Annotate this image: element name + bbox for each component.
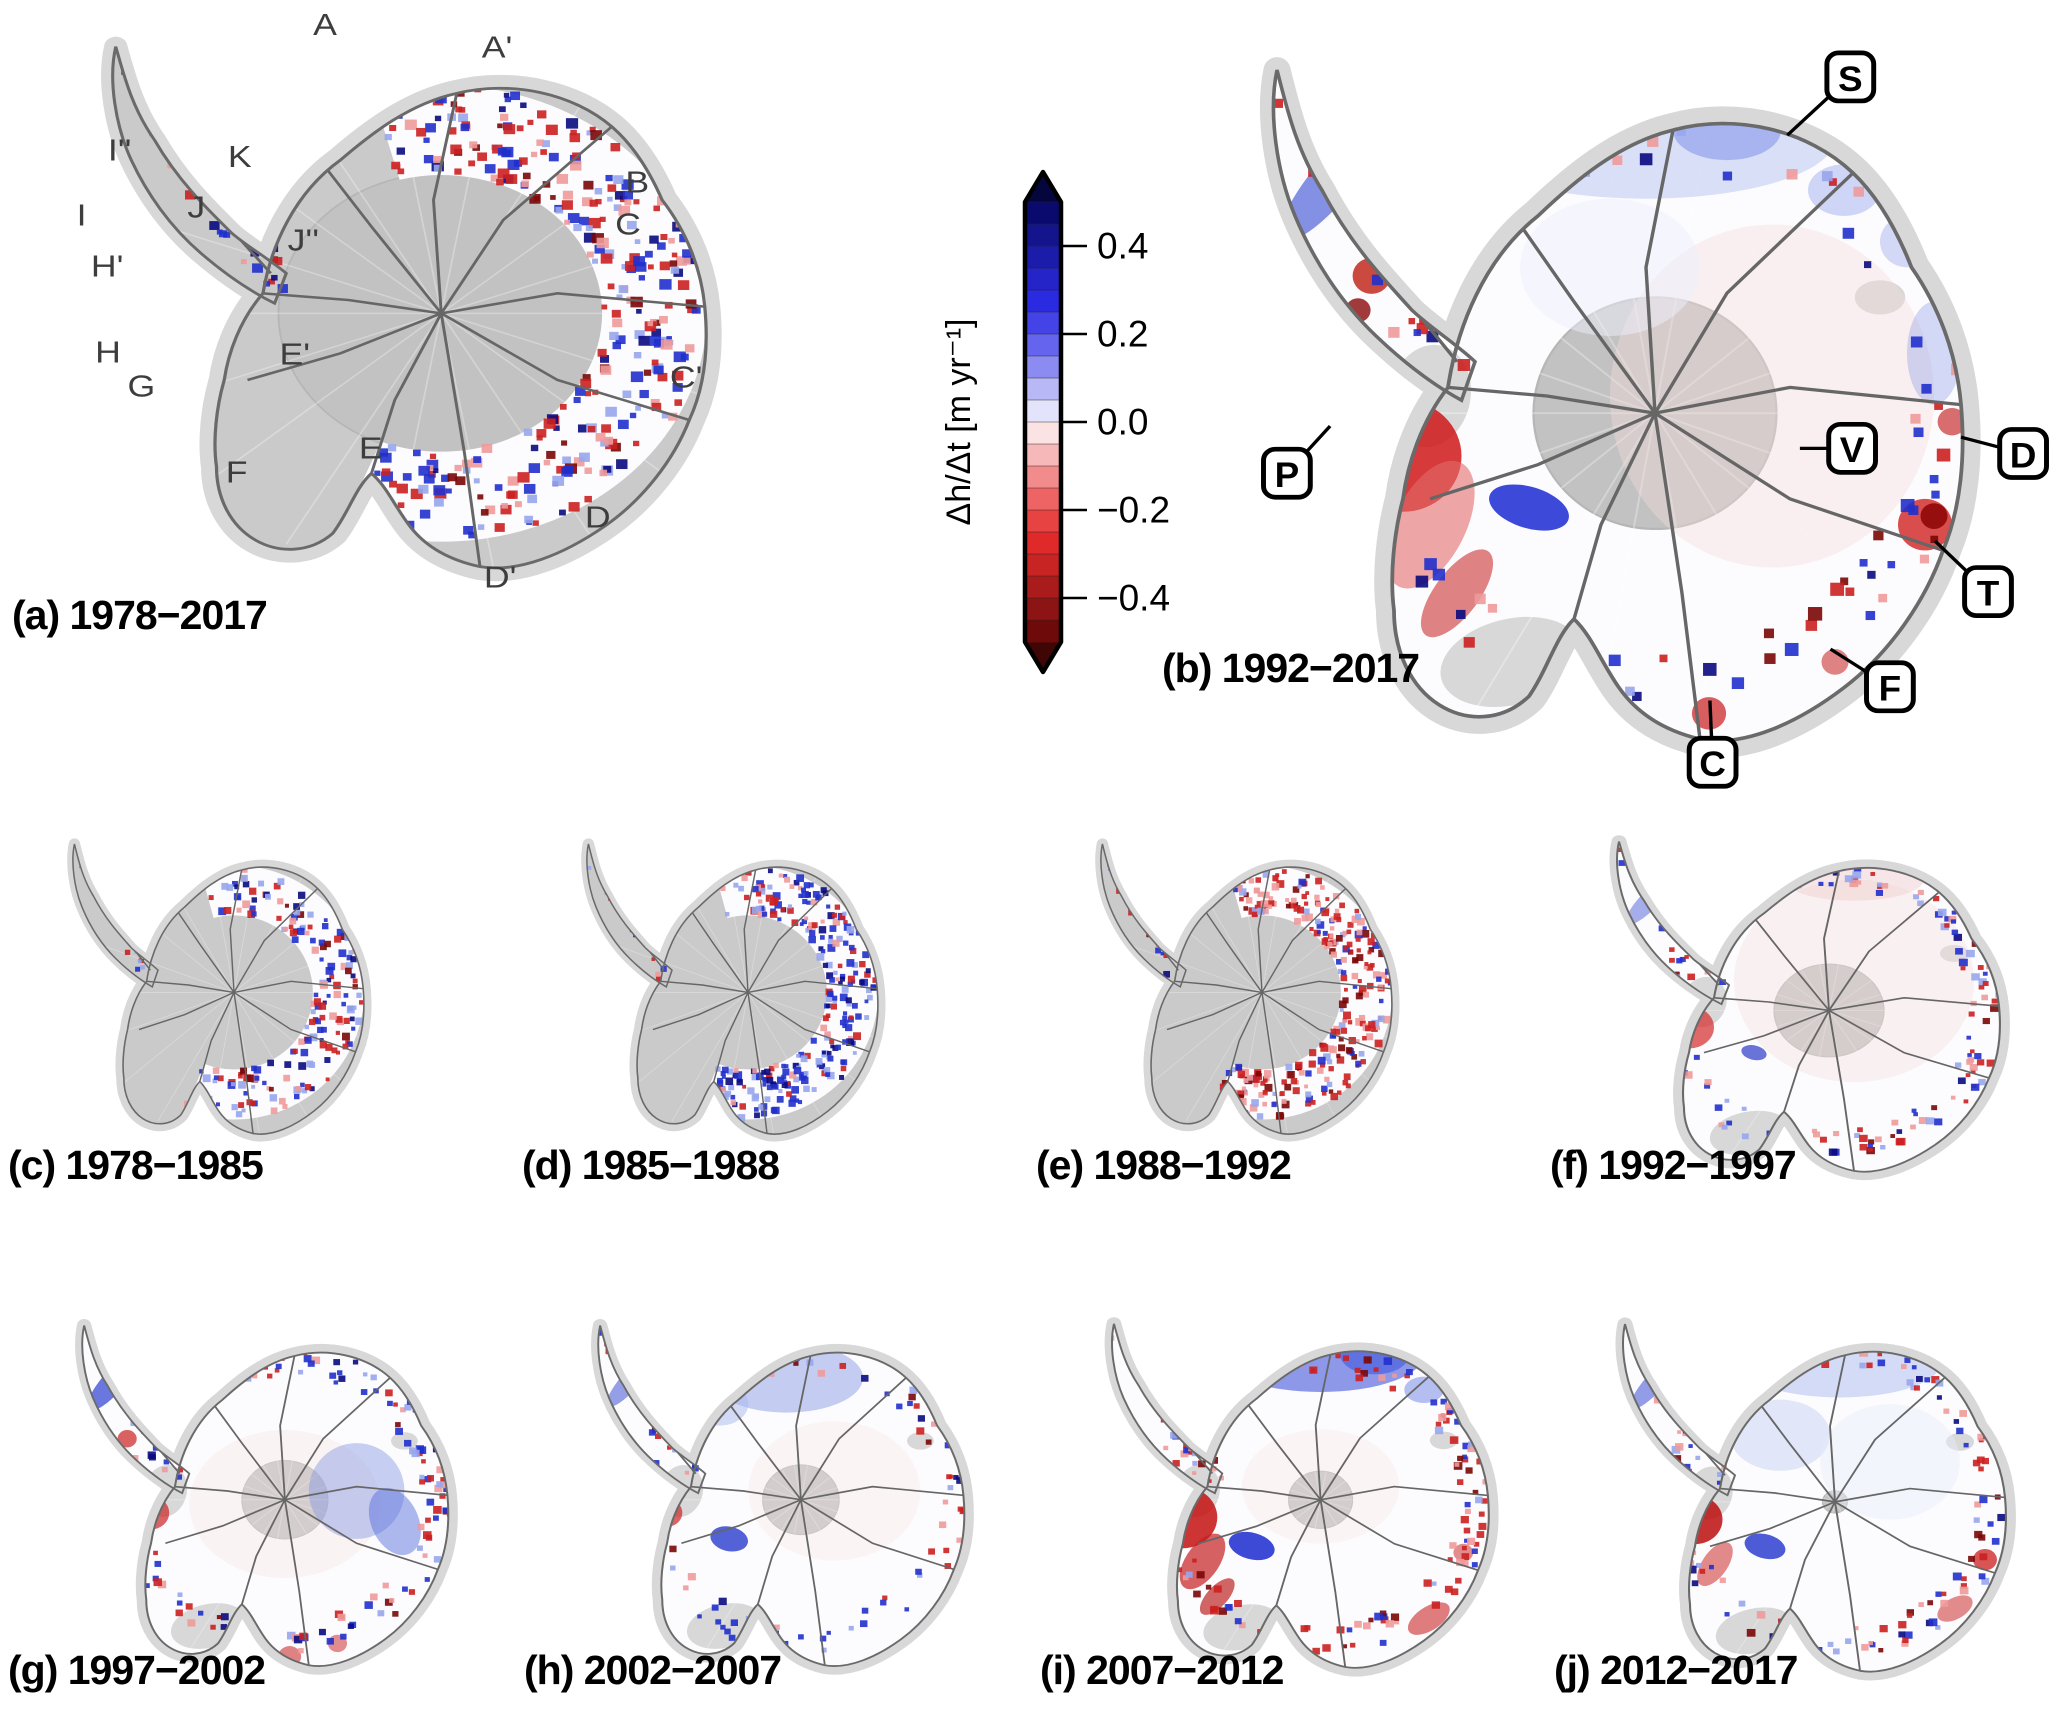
basin-label-A: A xyxy=(313,8,338,42)
panel-h-label: (h) 2002−2007 xyxy=(524,1647,782,1693)
glacier-label-C: C xyxy=(1686,700,1739,789)
basin-label-B: B xyxy=(625,166,649,200)
basin-label-J: J xyxy=(187,191,205,225)
glacier-label-F: F xyxy=(1829,647,1916,714)
panel-e-label: (e) 1988−1992 xyxy=(1036,1142,1292,1188)
basin-label-C': C' xyxy=(670,361,703,395)
panel-f-label: (f) 1992−1997 xyxy=(1550,1142,1797,1188)
svg-text:V: V xyxy=(1840,430,1865,470)
antarctica-map-c xyxy=(67,838,372,1142)
antarctica-map-d xyxy=(581,838,886,1142)
panel-i: (i) 2007−2012 xyxy=(1032,1293,1546,1726)
basin-label-K: K xyxy=(228,140,252,174)
panel-d-label: (d) 1985−1988 xyxy=(522,1142,780,1188)
antarctica-map-i xyxy=(1104,1317,1499,1677)
svg-text:S: S xyxy=(1838,59,1863,99)
panel-c: (c) 1978−1985 xyxy=(0,812,512,1222)
basin-label-D: D xyxy=(585,501,611,535)
panel-b-label: (b) 1992−2017 xyxy=(1162,645,1420,691)
colorbar-tick-0.2: 0.2 xyxy=(1097,314,1148,355)
colorbar-tick-−0.4: −0.4 xyxy=(1097,578,1170,619)
glacier-label-T: T xyxy=(1933,539,2014,618)
antarctica-map-j xyxy=(1615,1317,2016,1681)
glacier-label-V: V xyxy=(1799,421,1878,475)
basin-label-F: F xyxy=(226,456,248,490)
panel-g-label: (g) 1997−2002 xyxy=(8,1647,266,1693)
basin-label-E: E xyxy=(359,432,383,466)
antarctica-map-b: S V D P T F C xyxy=(1260,50,2049,789)
colorbar-gradient: 0.4 0.2 0.0 −0.2 −0.4 xyxy=(1022,169,1170,675)
svg-text:D: D xyxy=(2010,435,2037,475)
antarctica-map-e xyxy=(1095,838,1400,1142)
svg-text:C: C xyxy=(1699,744,1726,784)
basin-label-A': A' xyxy=(482,31,513,65)
basin-label-J'': J'' xyxy=(288,224,319,258)
glacier-label-D: D xyxy=(1960,427,2049,480)
colorbar-title: Δh/Δt [m yr⁻¹] xyxy=(940,319,978,526)
panel-g: (g) 1997−2002 xyxy=(0,1293,514,1726)
basin-label-I: I xyxy=(77,199,87,233)
colorbar: 0.4 0.2 0.0 −0.2 −0.4 Δh/Δt [m yr⁻¹] xyxy=(940,160,1190,705)
antarctica-map-f xyxy=(1609,835,2010,1181)
basin-label-C: C xyxy=(615,208,641,242)
svg-text:F: F xyxy=(1879,669,1902,709)
svg-text:T: T xyxy=(1977,573,2000,613)
colorbar-tick-0.0: 0.0 xyxy=(1097,402,1148,443)
glacier-label-S: S xyxy=(1786,50,1877,137)
panel-j: (j) 2012−2017 xyxy=(1546,1293,2067,1726)
panel-b: S V D P T F C (b) 1992−2017 xyxy=(1140,0,2067,800)
panel-j-label: (j) 2012−2017 xyxy=(1554,1647,1798,1693)
antarctica-map-a: A A' K B I'' I J J'' C H' H E' G C' E F D D' xyxy=(77,8,722,595)
panel-a-label: (a) 1978−2017 xyxy=(12,592,268,638)
panel-i-label: (i) 2007−2012 xyxy=(1040,1647,1284,1693)
basin-label-G: G xyxy=(127,370,155,404)
panel-h: (h) 2002−2007 xyxy=(516,1293,1030,1726)
panel-a: A A' K B I'' I J J'' C H' H E' G C' E F D D' (a) 1978−201… xyxy=(0,0,810,660)
svg-text:P: P xyxy=(1275,455,1300,495)
panel-e: (e) 1988−1992 xyxy=(1028,812,1540,1222)
panel-d: (d) 1985−1988 xyxy=(514,812,1026,1222)
colorbar-tick-−0.2: −0.2 xyxy=(1097,490,1170,531)
basin-label-H': H' xyxy=(91,250,124,284)
basin-label-D': D' xyxy=(484,561,517,595)
basin-label-E': E' xyxy=(279,338,310,372)
antarctica-map-h xyxy=(591,1318,974,1675)
colorbar-scale: 0.4 0.2 0.0 −0.2 −0.4 Δh/Δt [m yr⁻¹] xyxy=(940,169,1170,675)
panel-c-label: (c) 1978−1985 xyxy=(8,1142,264,1188)
colorbar-tick-0.4: 0.4 xyxy=(1097,226,1148,267)
glacier-label-P: P xyxy=(1261,424,1332,500)
basin-label-H: H xyxy=(95,336,121,370)
basin-label-I'': I'' xyxy=(108,134,132,168)
antarctica-map-g xyxy=(75,1318,458,1675)
panel-f: (f) 1992−1997 xyxy=(1542,812,2067,1222)
